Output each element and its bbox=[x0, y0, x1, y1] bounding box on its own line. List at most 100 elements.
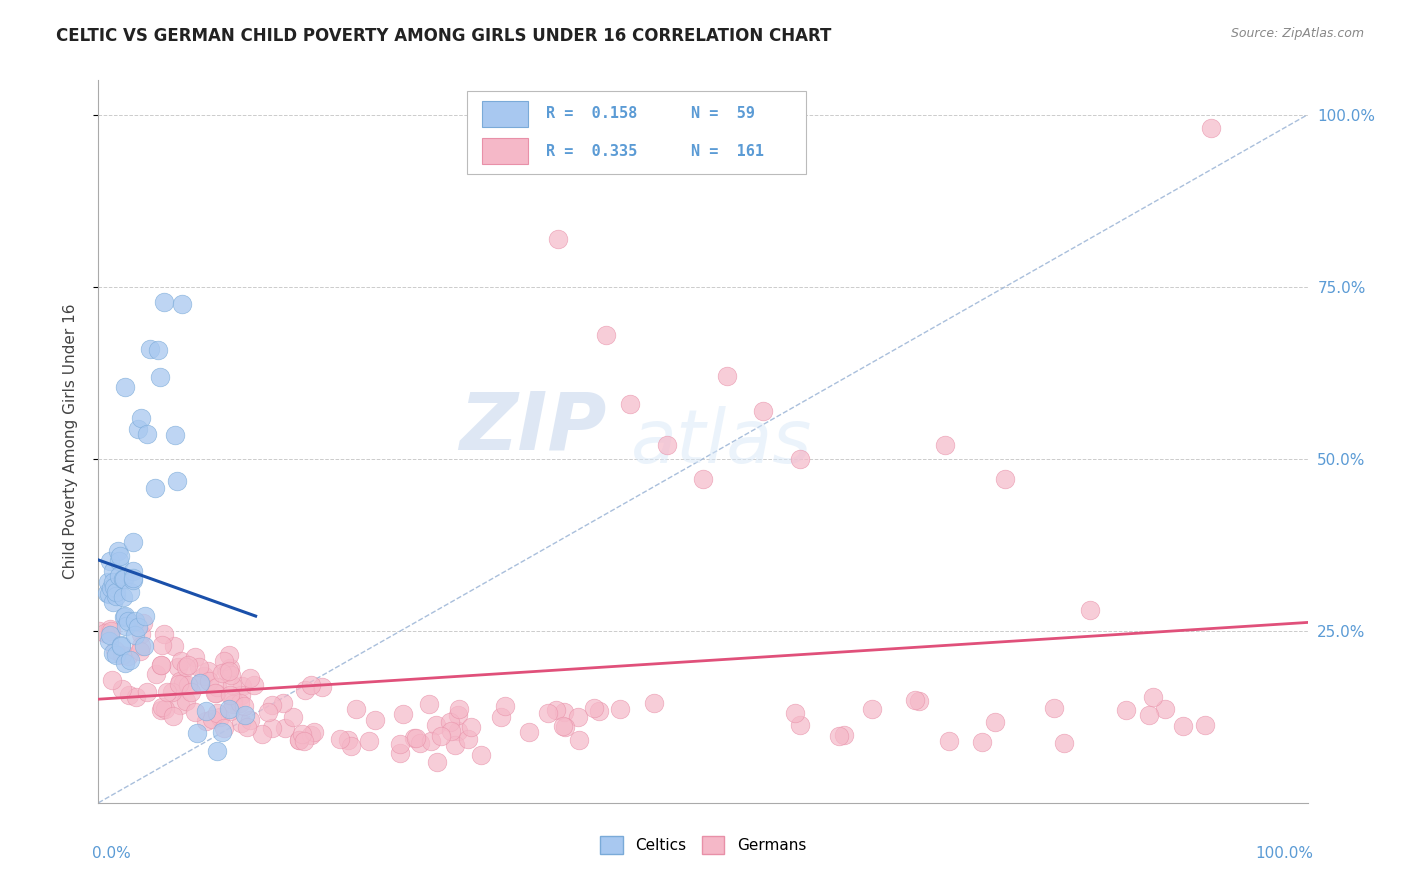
Point bbox=[127, 620, 149, 634]
Point bbox=[582, 701, 605, 715]
Point bbox=[101, 564, 124, 578]
Point bbox=[457, 731, 479, 746]
Point bbox=[111, 648, 134, 662]
Point bbox=[145, 667, 167, 681]
Point bbox=[984, 714, 1007, 729]
Point bbox=[692, 472, 714, 486]
Point bbox=[112, 610, 135, 624]
Point bbox=[789, 717, 811, 731]
Point bbox=[96, 585, 118, 599]
Point bbox=[291, 727, 314, 741]
Point bbox=[908, 694, 931, 708]
Point bbox=[716, 369, 738, 384]
Point bbox=[98, 554, 121, 568]
Text: CELTIC VS GERMAN CHILD POVERTY AMONG GIRLS UNDER 16 CORRELATION CHART: CELTIC VS GERMAN CHILD POVERTY AMONG GIR… bbox=[56, 27, 831, 45]
Point bbox=[103, 646, 125, 660]
Point bbox=[98, 634, 121, 648]
Point bbox=[129, 643, 152, 657]
Point bbox=[239, 713, 262, 727]
Point bbox=[209, 710, 232, 724]
Point bbox=[595, 327, 617, 342]
Point bbox=[153, 702, 176, 716]
Point bbox=[169, 677, 191, 691]
Point bbox=[193, 669, 215, 683]
Point bbox=[439, 714, 461, 729]
Point bbox=[212, 721, 235, 735]
FancyBboxPatch shape bbox=[482, 138, 527, 164]
Point bbox=[242, 678, 264, 692]
Point bbox=[180, 685, 202, 699]
Point bbox=[1199, 121, 1222, 136]
Point bbox=[150, 639, 173, 653]
Point bbox=[122, 535, 145, 549]
Point bbox=[904, 693, 927, 707]
Point bbox=[404, 731, 426, 745]
Point bbox=[117, 648, 139, 663]
Point bbox=[97, 587, 120, 601]
Point bbox=[329, 731, 352, 746]
Point bbox=[177, 658, 200, 673]
Point bbox=[537, 706, 560, 721]
Point bbox=[127, 422, 149, 436]
Point bbox=[103, 581, 125, 595]
Point bbox=[190, 676, 212, 690]
Point bbox=[302, 725, 325, 739]
Point bbox=[110, 639, 132, 653]
Point bbox=[117, 688, 139, 702]
Point bbox=[832, 728, 855, 742]
Point bbox=[344, 702, 367, 716]
Point bbox=[124, 628, 146, 642]
Point bbox=[828, 729, 851, 743]
Y-axis label: Child Poverty Among Girls Under 16: Child Poverty Among Girls Under 16 bbox=[63, 304, 77, 579]
Point bbox=[294, 683, 316, 698]
Point bbox=[197, 665, 219, 679]
Point bbox=[186, 726, 208, 740]
Point bbox=[425, 755, 447, 769]
Point bbox=[188, 675, 211, 690]
Point bbox=[149, 658, 172, 673]
Point bbox=[174, 694, 197, 708]
Point bbox=[409, 736, 432, 750]
Point bbox=[108, 568, 131, 582]
Point bbox=[177, 678, 200, 692]
Point bbox=[250, 727, 273, 741]
Point bbox=[176, 659, 198, 673]
Point bbox=[100, 581, 122, 595]
Point bbox=[274, 721, 297, 735]
Point bbox=[232, 699, 254, 714]
Point bbox=[212, 655, 235, 669]
Point bbox=[103, 643, 125, 657]
Point bbox=[111, 682, 134, 697]
Text: N =  59: N = 59 bbox=[690, 106, 755, 121]
Point bbox=[129, 627, 152, 641]
Point bbox=[221, 678, 243, 692]
Point bbox=[134, 608, 156, 623]
Point bbox=[195, 714, 218, 728]
Point bbox=[104, 589, 127, 603]
Point bbox=[553, 719, 575, 733]
Point bbox=[188, 660, 211, 674]
Point bbox=[110, 639, 132, 653]
Point bbox=[170, 654, 193, 668]
Point bbox=[97, 575, 120, 590]
Point bbox=[117, 614, 139, 628]
Point bbox=[446, 708, 468, 723]
Point bbox=[163, 640, 186, 654]
Point bbox=[1053, 736, 1076, 750]
Point bbox=[287, 732, 309, 747]
Point bbox=[389, 746, 412, 760]
Point bbox=[420, 734, 443, 748]
Point bbox=[169, 698, 191, 712]
Point bbox=[115, 618, 138, 632]
Point bbox=[131, 639, 153, 653]
Point bbox=[201, 713, 224, 727]
Point bbox=[149, 658, 172, 673]
Point bbox=[449, 702, 471, 716]
Point bbox=[218, 701, 240, 715]
Point bbox=[120, 584, 142, 599]
Point bbox=[1137, 707, 1160, 722]
Point bbox=[218, 648, 240, 662]
Point bbox=[122, 571, 145, 585]
Point bbox=[211, 666, 233, 681]
Point bbox=[104, 584, 127, 599]
